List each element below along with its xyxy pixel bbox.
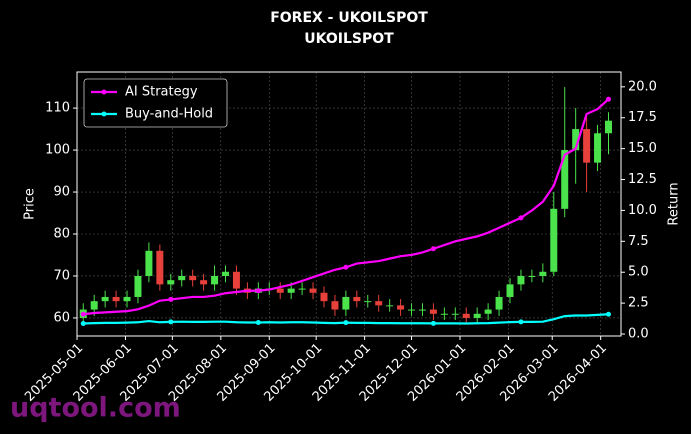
legend-label: AI Strategy [125,85,198,100]
candle-body [506,284,514,297]
candle-body [331,301,339,310]
y-tick-label: 90 [53,185,70,200]
y2-tick-label: 15.0 [628,141,657,156]
candle-body [90,301,98,310]
candle-body [375,301,383,306]
y-tick-label: 110 [45,101,70,116]
candle-body [604,120,612,134]
y2-tick-label: 5.0 [628,265,649,280]
candle-body [561,150,569,209]
series-marker [343,264,349,270]
y-tick-label: 60 [53,310,70,325]
y-tick-label: 80 [53,227,70,242]
series-marker [430,320,436,326]
candle-body [462,313,470,318]
y2-tick-label: 2.5 [628,296,649,311]
candle-body [429,309,437,314]
series-marker [605,311,611,317]
candle-body [353,296,361,302]
series-marker [518,215,524,221]
candle-body [440,313,448,315]
candle-body [473,313,481,318]
candle-body [200,280,208,285]
legend-box [83,78,228,128]
series-marker [518,319,524,325]
series-marker [430,246,436,252]
candle-body [495,296,503,310]
y2-tick-label: 7.5 [628,234,649,249]
y2-tick-label: 10.0 [628,203,657,218]
candle-body [418,309,426,311]
plot-frame [76,71,622,337]
candle-body [156,250,164,285]
legend-marker [101,111,107,117]
y2-axis-label: Return [667,182,682,225]
series-marker [255,320,261,326]
candle-body [167,280,175,285]
candle-body [397,305,405,310]
series-marker [343,320,349,326]
candle-body [594,133,602,163]
candle-body [211,275,219,285]
candle-body [287,288,295,293]
chart-subtitle: UKOILSPOT [304,31,394,47]
chart-title: FOREX - UKOILSPOT [270,10,428,26]
y2-tick-label: 0.0 [628,327,649,342]
y2-tick-label: 20.0 [628,79,657,94]
candle-body [145,250,153,276]
legend-label: Buy-and-Hold [125,107,213,122]
y-tick-label: 70 [53,268,70,283]
candle-body [528,275,536,277]
legend-marker [101,89,107,95]
candle-body [342,296,350,310]
y2-tick-label: 12.5 [628,172,657,187]
series-marker [255,288,261,294]
candle-body [583,129,591,163]
candle-body [386,305,394,307]
watermark: uqtool.com [10,393,181,424]
candle-body [134,275,142,297]
candle-body [123,296,131,302]
candle-body [550,208,558,272]
series-marker [80,321,86,327]
candle-body [222,271,230,276]
candle-body [451,313,459,315]
candle-body [539,271,547,276]
candle-body [101,296,109,302]
candle-body [364,301,372,303]
candle-body [178,275,186,281]
candle-body [517,275,525,285]
y-axis-label: Price [23,188,38,220]
candle-body [298,288,306,290]
series-marker [605,96,611,102]
series-marker [168,296,174,302]
candle-body [112,296,120,302]
series-marker [168,319,174,325]
candle-body [484,309,492,314]
series-marker [80,311,86,317]
candle-body [309,288,317,293]
candle-body [276,288,284,293]
candle-body [189,275,197,281]
candle-body [232,271,240,289]
y-tick-label: 100 [45,143,70,158]
candle-body [320,292,328,302]
candle-body [572,129,580,151]
y2-tick-label: 17.5 [628,110,657,125]
candle-body [408,309,416,311]
